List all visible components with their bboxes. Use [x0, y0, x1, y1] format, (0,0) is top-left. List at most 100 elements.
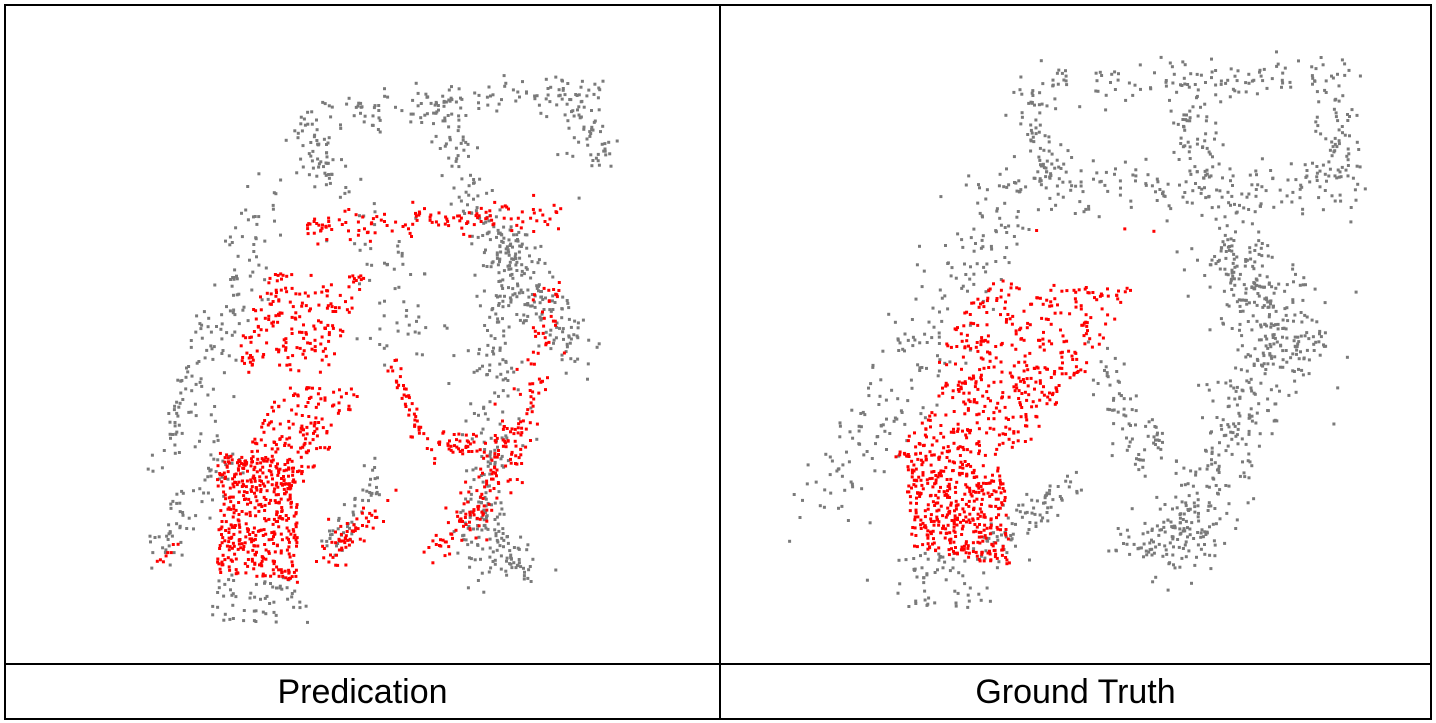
- point-gray: [573, 359, 577, 363]
- point-red: [255, 499, 259, 503]
- point-red: [472, 508, 476, 512]
- point-red: [1052, 283, 1056, 287]
- point-red: [241, 479, 244, 483]
- point-red: [337, 548, 341, 552]
- point-red: [1025, 377, 1029, 381]
- point-gray: [565, 151, 569, 155]
- point-gray: [1238, 322, 1242, 326]
- point-gray: [1181, 529, 1185, 533]
- point-gray: [1233, 265, 1237, 269]
- point-gray: [1187, 508, 1191, 512]
- point-gray: [861, 410, 865, 414]
- point-red: [1053, 402, 1057, 406]
- point-gray: [416, 91, 420, 95]
- point-red: [999, 491, 1003, 495]
- point-gray: [171, 499, 175, 503]
- point-gray: [1205, 467, 1209, 471]
- point-gray: [537, 103, 541, 107]
- point-gray: [1160, 528, 1163, 532]
- point-red: [1079, 307, 1083, 311]
- point-gray: [1358, 165, 1362, 169]
- point-gray: [1249, 407, 1253, 411]
- point-gray: [903, 332, 907, 336]
- point-gray: [1179, 531, 1183, 535]
- point-red: [312, 424, 316, 428]
- point-gray: [511, 293, 515, 297]
- point-red: [999, 481, 1002, 485]
- point-red: [1082, 334, 1086, 338]
- point-gray: [221, 349, 225, 352]
- point-gray: [964, 361, 968, 365]
- point-red: [1025, 418, 1029, 422]
- point-gray: [481, 264, 485, 268]
- point-red: [230, 524, 234, 528]
- point-gray: [1034, 521, 1038, 525]
- point-gray: [1021, 503, 1025, 507]
- point-red: [158, 558, 162, 562]
- point-gray: [1232, 252, 1236, 256]
- point-gray: [163, 551, 167, 554]
- point-gray: [1018, 190, 1022, 193]
- point-gray: [518, 95, 521, 99]
- point-gray: [1014, 544, 1017, 548]
- point-red: [1038, 379, 1042, 383]
- point-gray: [1336, 386, 1340, 390]
- point-red: [976, 512, 980, 516]
- point-red: [284, 514, 288, 517]
- point-red: [969, 464, 973, 468]
- point-gray: [564, 350, 568, 354]
- point-gray: [529, 580, 533, 583]
- point-red: [478, 448, 482, 452]
- point-gray: [169, 502, 173, 506]
- point-red: [519, 420, 523, 424]
- point-gray: [452, 530, 456, 534]
- point-red: [502, 216, 506, 220]
- point-gray: [1298, 187, 1302, 191]
- point-gray: [1171, 507, 1174, 511]
- point-gray: [195, 314, 199, 318]
- point-gray: [1259, 381, 1263, 385]
- point-gray: [461, 138, 465, 142]
- point-gray: [452, 186, 456, 190]
- point-gray: [444, 142, 448, 146]
- point-red: [991, 473, 994, 477]
- point-red: [928, 546, 932, 550]
- point-gray: [1324, 137, 1328, 141]
- point-red: [325, 306, 329, 310]
- point-red: [336, 563, 340, 567]
- point-red: [475, 516, 479, 520]
- point-red: [925, 533, 929, 537]
- point-gray: [1196, 531, 1200, 534]
- point-red: [988, 352, 992, 356]
- point-red: [476, 507, 480, 511]
- point-gray: [980, 238, 984, 242]
- point-red: [939, 485, 942, 489]
- point-gray: [504, 81, 508, 85]
- point-gray: [1297, 367, 1300, 371]
- point-gray: [468, 565, 472, 569]
- point-gray: [1214, 217, 1218, 221]
- point-gray: [1148, 548, 1152, 552]
- point-gray: [476, 146, 479, 150]
- point-gray: [927, 596, 931, 600]
- point-gray: [1029, 123, 1033, 127]
- point-gray: [1159, 447, 1163, 451]
- point-gray: [495, 548, 499, 552]
- point-red: [272, 530, 276, 534]
- point-red: [987, 417, 990, 421]
- point-gray: [1280, 200, 1284, 204]
- point-red: [999, 360, 1003, 364]
- point-gray: [211, 613, 215, 617]
- point-gray: [295, 171, 299, 175]
- point-gray: [250, 288, 254, 292]
- point-gray: [211, 498, 214, 502]
- point-red: [975, 401, 979, 405]
- point-gray: [306, 620, 309, 624]
- point-red: [921, 543, 925, 547]
- point-gray: [231, 603, 235, 607]
- point-gray: [1122, 397, 1126, 401]
- point-red: [495, 474, 498, 478]
- point-red: [260, 564, 264, 568]
- point-red: [519, 447, 523, 451]
- point-red: [288, 485, 292, 489]
